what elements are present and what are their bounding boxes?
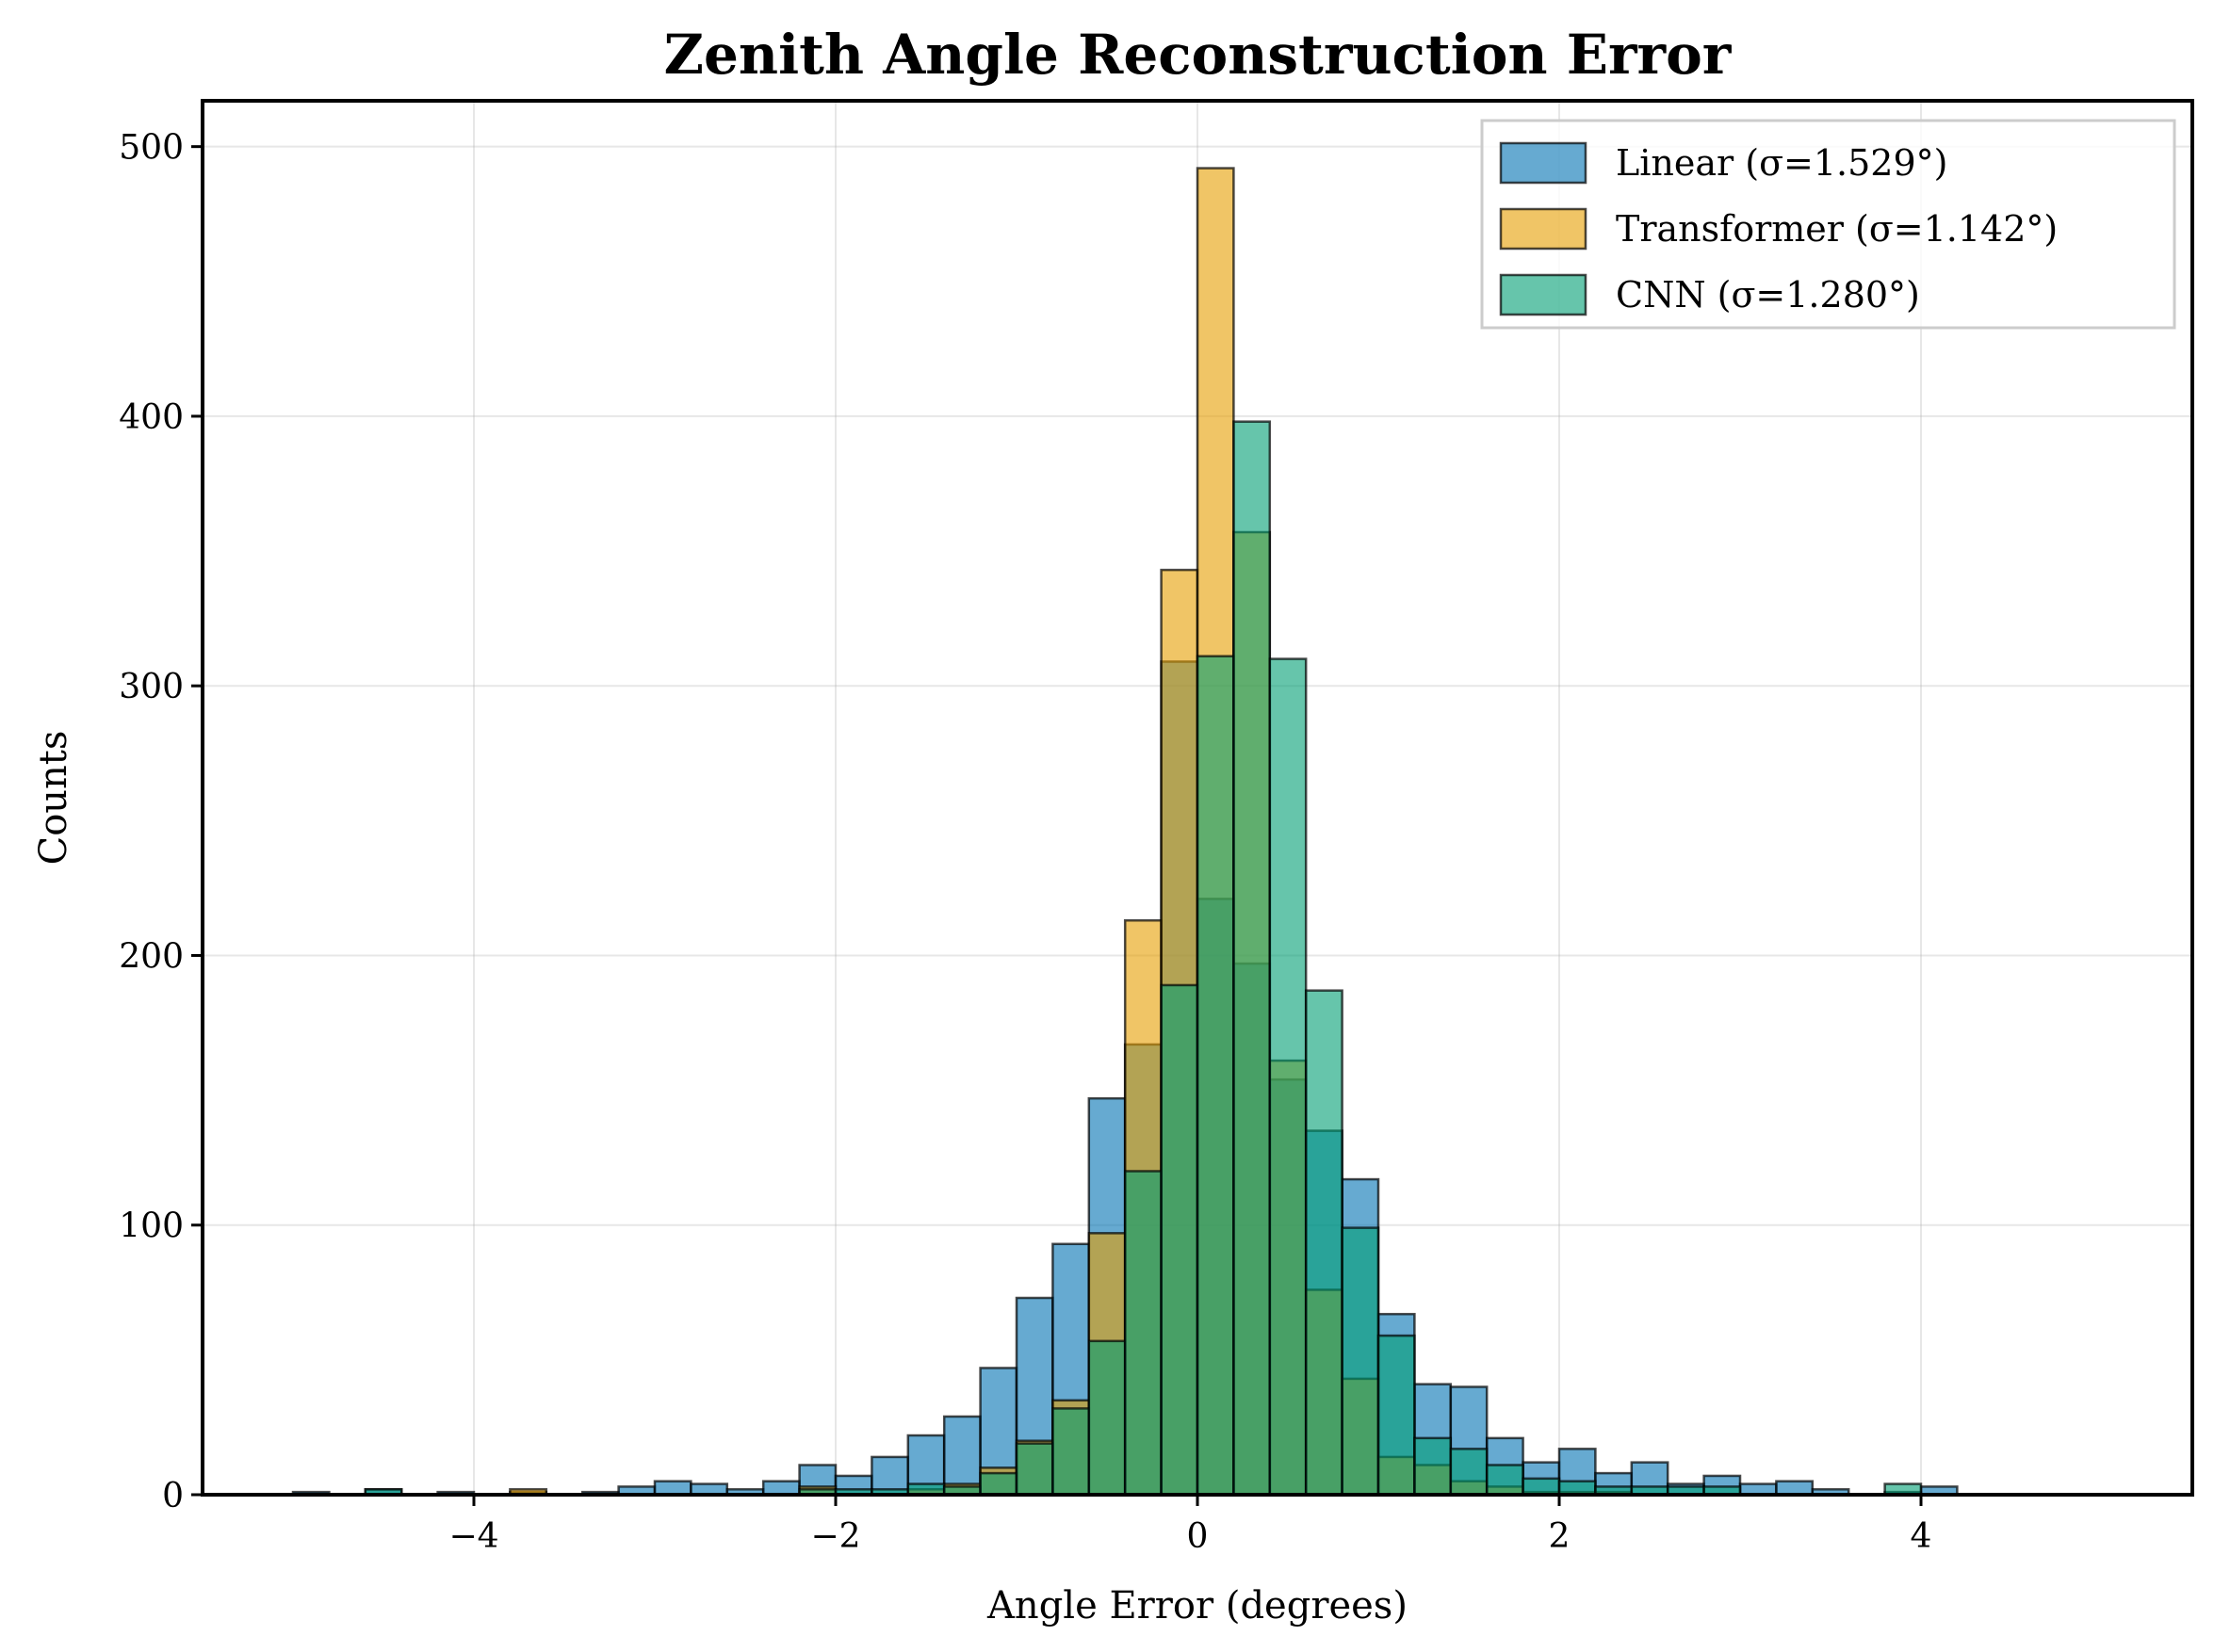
x-tick-label: −4: [448, 1517, 498, 1556]
bar: [761, 1480, 801, 1497]
bar: [1160, 983, 1199, 1497]
axis-ticks: −4 −2 0 2 4 0 100 200 300 400 500: [119, 129, 1931, 1556]
bar: [1557, 1480, 1597, 1497]
bar: [1413, 1436, 1453, 1497]
bar: [653, 1480, 692, 1497]
bar: [1449, 1448, 1489, 1497]
bar: [979, 1471, 1018, 1497]
bar: [1304, 989, 1343, 1497]
legend: Linear (σ=1.529°) Transformer (σ=1.142°) C…: [1480, 119, 2176, 330]
y-tick-label: 500: [119, 129, 184, 168]
bar: [1775, 1480, 1815, 1497]
x-tick-label: 2: [1549, 1517, 1571, 1556]
legend-swatch: [1499, 141, 1587, 185]
x-tick-label: 4: [1911, 1517, 1932, 1556]
bar: [1232, 420, 1272, 1497]
legend-label: CNN (σ=1.280°): [1616, 274, 1920, 316]
x-axis-label: Angle Error (degrees): [986, 1584, 1408, 1628]
series-2: [364, 420, 1923, 1497]
y-tick-label: 200: [119, 937, 184, 976]
legend-label: Linear (σ=1.529°): [1616, 142, 1947, 184]
y-tick-label: 300: [119, 668, 184, 706]
legend-box: [1480, 119, 2176, 330]
histogram-bars: [291, 167, 1959, 1497]
bar: [1485, 1464, 1524, 1497]
bar: [1522, 1477, 1561, 1497]
bar: [1341, 1226, 1380, 1497]
y-tick-label: 100: [119, 1207, 184, 1246]
bar: [1015, 1442, 1054, 1497]
chart-title: Zenith Angle Reconstruction Error: [664, 23, 1733, 87]
legend-swatch: [1499, 207, 1587, 251]
bar: [1268, 657, 1308, 1497]
y-tick-label: 400: [119, 398, 184, 437]
bar: [1051, 1407, 1091, 1497]
x-tick-label: 0: [1187, 1517, 1209, 1556]
y-axis-label: Counts: [32, 731, 75, 866]
bar: [1196, 655, 1235, 1497]
y-tick-label: 0: [162, 1477, 184, 1515]
bar: [1376, 1334, 1416, 1497]
legend-swatch: [1499, 273, 1587, 316]
bar: [1123, 1170, 1163, 1497]
x-tick-label: −2: [810, 1517, 860, 1556]
legend-label: Transformer (σ=1.142°): [1616, 208, 2058, 250]
bar: [1087, 1339, 1127, 1497]
